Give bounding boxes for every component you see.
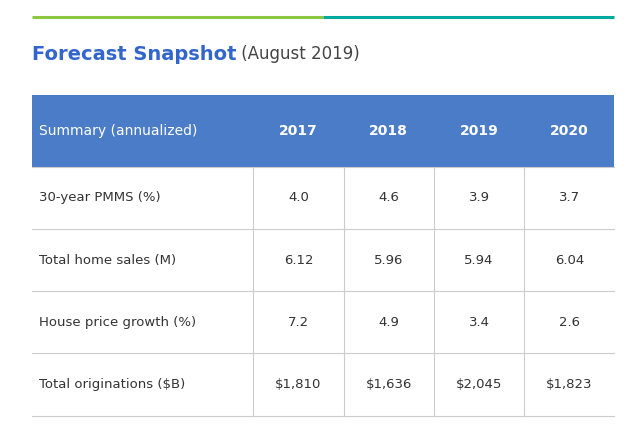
Text: $1,823: $1,823 [546,378,593,391]
Text: 2018: 2018 [369,124,408,138]
Text: Forecast Snapshot: Forecast Snapshot [32,45,237,64]
Text: 4.0: 4.0 [288,191,309,204]
Text: 4.9: 4.9 [378,316,399,329]
Bar [32,95,614,167]
Text: 3.9: 3.9 [468,191,490,204]
Text: House price growth (%): House price growth (%) [39,316,196,329]
Text: 3.7: 3.7 [559,191,580,204]
Text: 5.94: 5.94 [464,254,493,267]
Text: $2,045: $2,045 [456,378,502,391]
Text: Summary (annualized): Summary (annualized) [39,124,197,138]
Text: 4.6: 4.6 [378,191,399,204]
Text: Total originations ($B): Total originations ($B) [39,378,185,391]
Text: 2017: 2017 [279,124,318,138]
Text: (August 2019): (August 2019) [237,45,360,63]
Text: $1,636: $1,636 [365,378,412,391]
Bar [32,291,614,353]
Bar [32,229,614,291]
Bar [32,353,614,416]
Text: 2.6: 2.6 [559,316,580,329]
Text: 5.96: 5.96 [374,254,403,267]
Text: $1,810: $1,810 [275,378,322,391]
Bar [32,167,614,229]
Text: Total home sales (M): Total home sales (M) [39,254,176,267]
Text: 2019: 2019 [460,124,499,138]
Text: 30-year PMMS (%): 30-year PMMS (%) [39,191,161,204]
Text: 6.12: 6.12 [284,254,313,267]
Text: 2020: 2020 [550,124,589,138]
Text: 3.4: 3.4 [468,316,490,329]
Text: 6.04: 6.04 [555,254,584,267]
Text: 7.2: 7.2 [288,316,309,329]
